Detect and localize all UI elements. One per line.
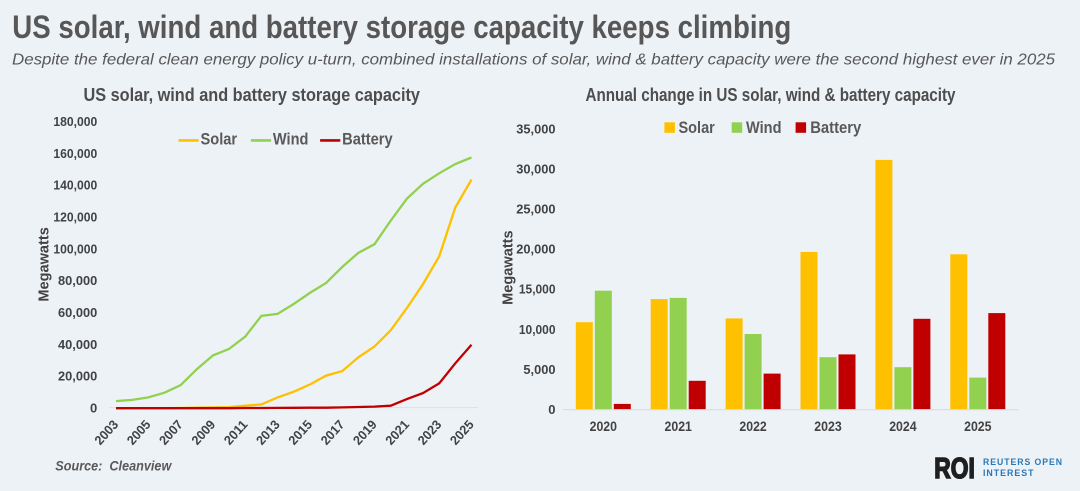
svg-text:2022: 2022 bbox=[739, 418, 767, 434]
svg-text:2025: 2025 bbox=[964, 418, 992, 434]
svg-text:100,000: 100,000 bbox=[53, 241, 97, 256]
svg-text:180,000: 180,000 bbox=[53, 114, 97, 129]
svg-text:Megawatts: Megawatts bbox=[37, 227, 53, 302]
svg-text:0: 0 bbox=[90, 400, 97, 415]
svg-text:2024: 2024 bbox=[889, 418, 917, 434]
svg-text:Wind: Wind bbox=[273, 131, 309, 149]
svg-text:140,000: 140,000 bbox=[53, 178, 97, 193]
svg-text:60,000: 60,000 bbox=[58, 305, 97, 320]
svg-text:Despite the federal clean ener: Despite the federal clean energy policy … bbox=[12, 52, 1055, 69]
svg-text:160,000: 160,000 bbox=[53, 146, 97, 161]
svg-text:2023: 2023 bbox=[814, 418, 842, 434]
svg-text:Solar: Solar bbox=[679, 119, 716, 137]
svg-text:40,000: 40,000 bbox=[58, 337, 97, 352]
svg-text:0: 0 bbox=[548, 402, 555, 417]
svg-text:2020: 2020 bbox=[590, 418, 618, 434]
svg-text:Battery: Battery bbox=[342, 131, 393, 149]
svg-text:20,000: 20,000 bbox=[516, 242, 555, 257]
svg-text:120,000: 120,000 bbox=[53, 210, 97, 225]
svg-text:US solar, wind and battery sto: US solar, wind and battery storage capac… bbox=[83, 85, 420, 105]
svg-text:Battery: Battery bbox=[810, 119, 862, 137]
svg-text:15,000: 15,000 bbox=[519, 282, 556, 297]
svg-text:ROI: ROI bbox=[934, 453, 975, 485]
svg-text:US solar, wind and battery sto: US solar, wind and battery storage capac… bbox=[12, 9, 791, 45]
svg-text:80,000: 80,000 bbox=[58, 273, 97, 288]
svg-text:REUTERS OPEN: REUTERS OPEN bbox=[983, 457, 1063, 467]
svg-text:35,000: 35,000 bbox=[516, 122, 555, 137]
svg-text:Annual change in US solar, win: Annual change in US solar, wind & batter… bbox=[586, 85, 956, 105]
svg-text:25,000: 25,000 bbox=[516, 202, 555, 217]
svg-text:Wind: Wind bbox=[746, 119, 782, 137]
svg-text:10,000: 10,000 bbox=[519, 322, 556, 337]
svg-text:20,000: 20,000 bbox=[58, 369, 97, 384]
svg-text:5,000: 5,000 bbox=[523, 362, 555, 377]
svg-text:30,000: 30,000 bbox=[516, 162, 555, 177]
svg-text:Megawatts: Megawatts bbox=[501, 230, 517, 305]
svg-text:Source: Cleanview: Source: Cleanview bbox=[55, 458, 172, 473]
svg-text:Solar: Solar bbox=[201, 131, 238, 149]
svg-text:INTEREST: INTEREST bbox=[983, 468, 1035, 478]
svg-text:2021: 2021 bbox=[665, 418, 693, 434]
